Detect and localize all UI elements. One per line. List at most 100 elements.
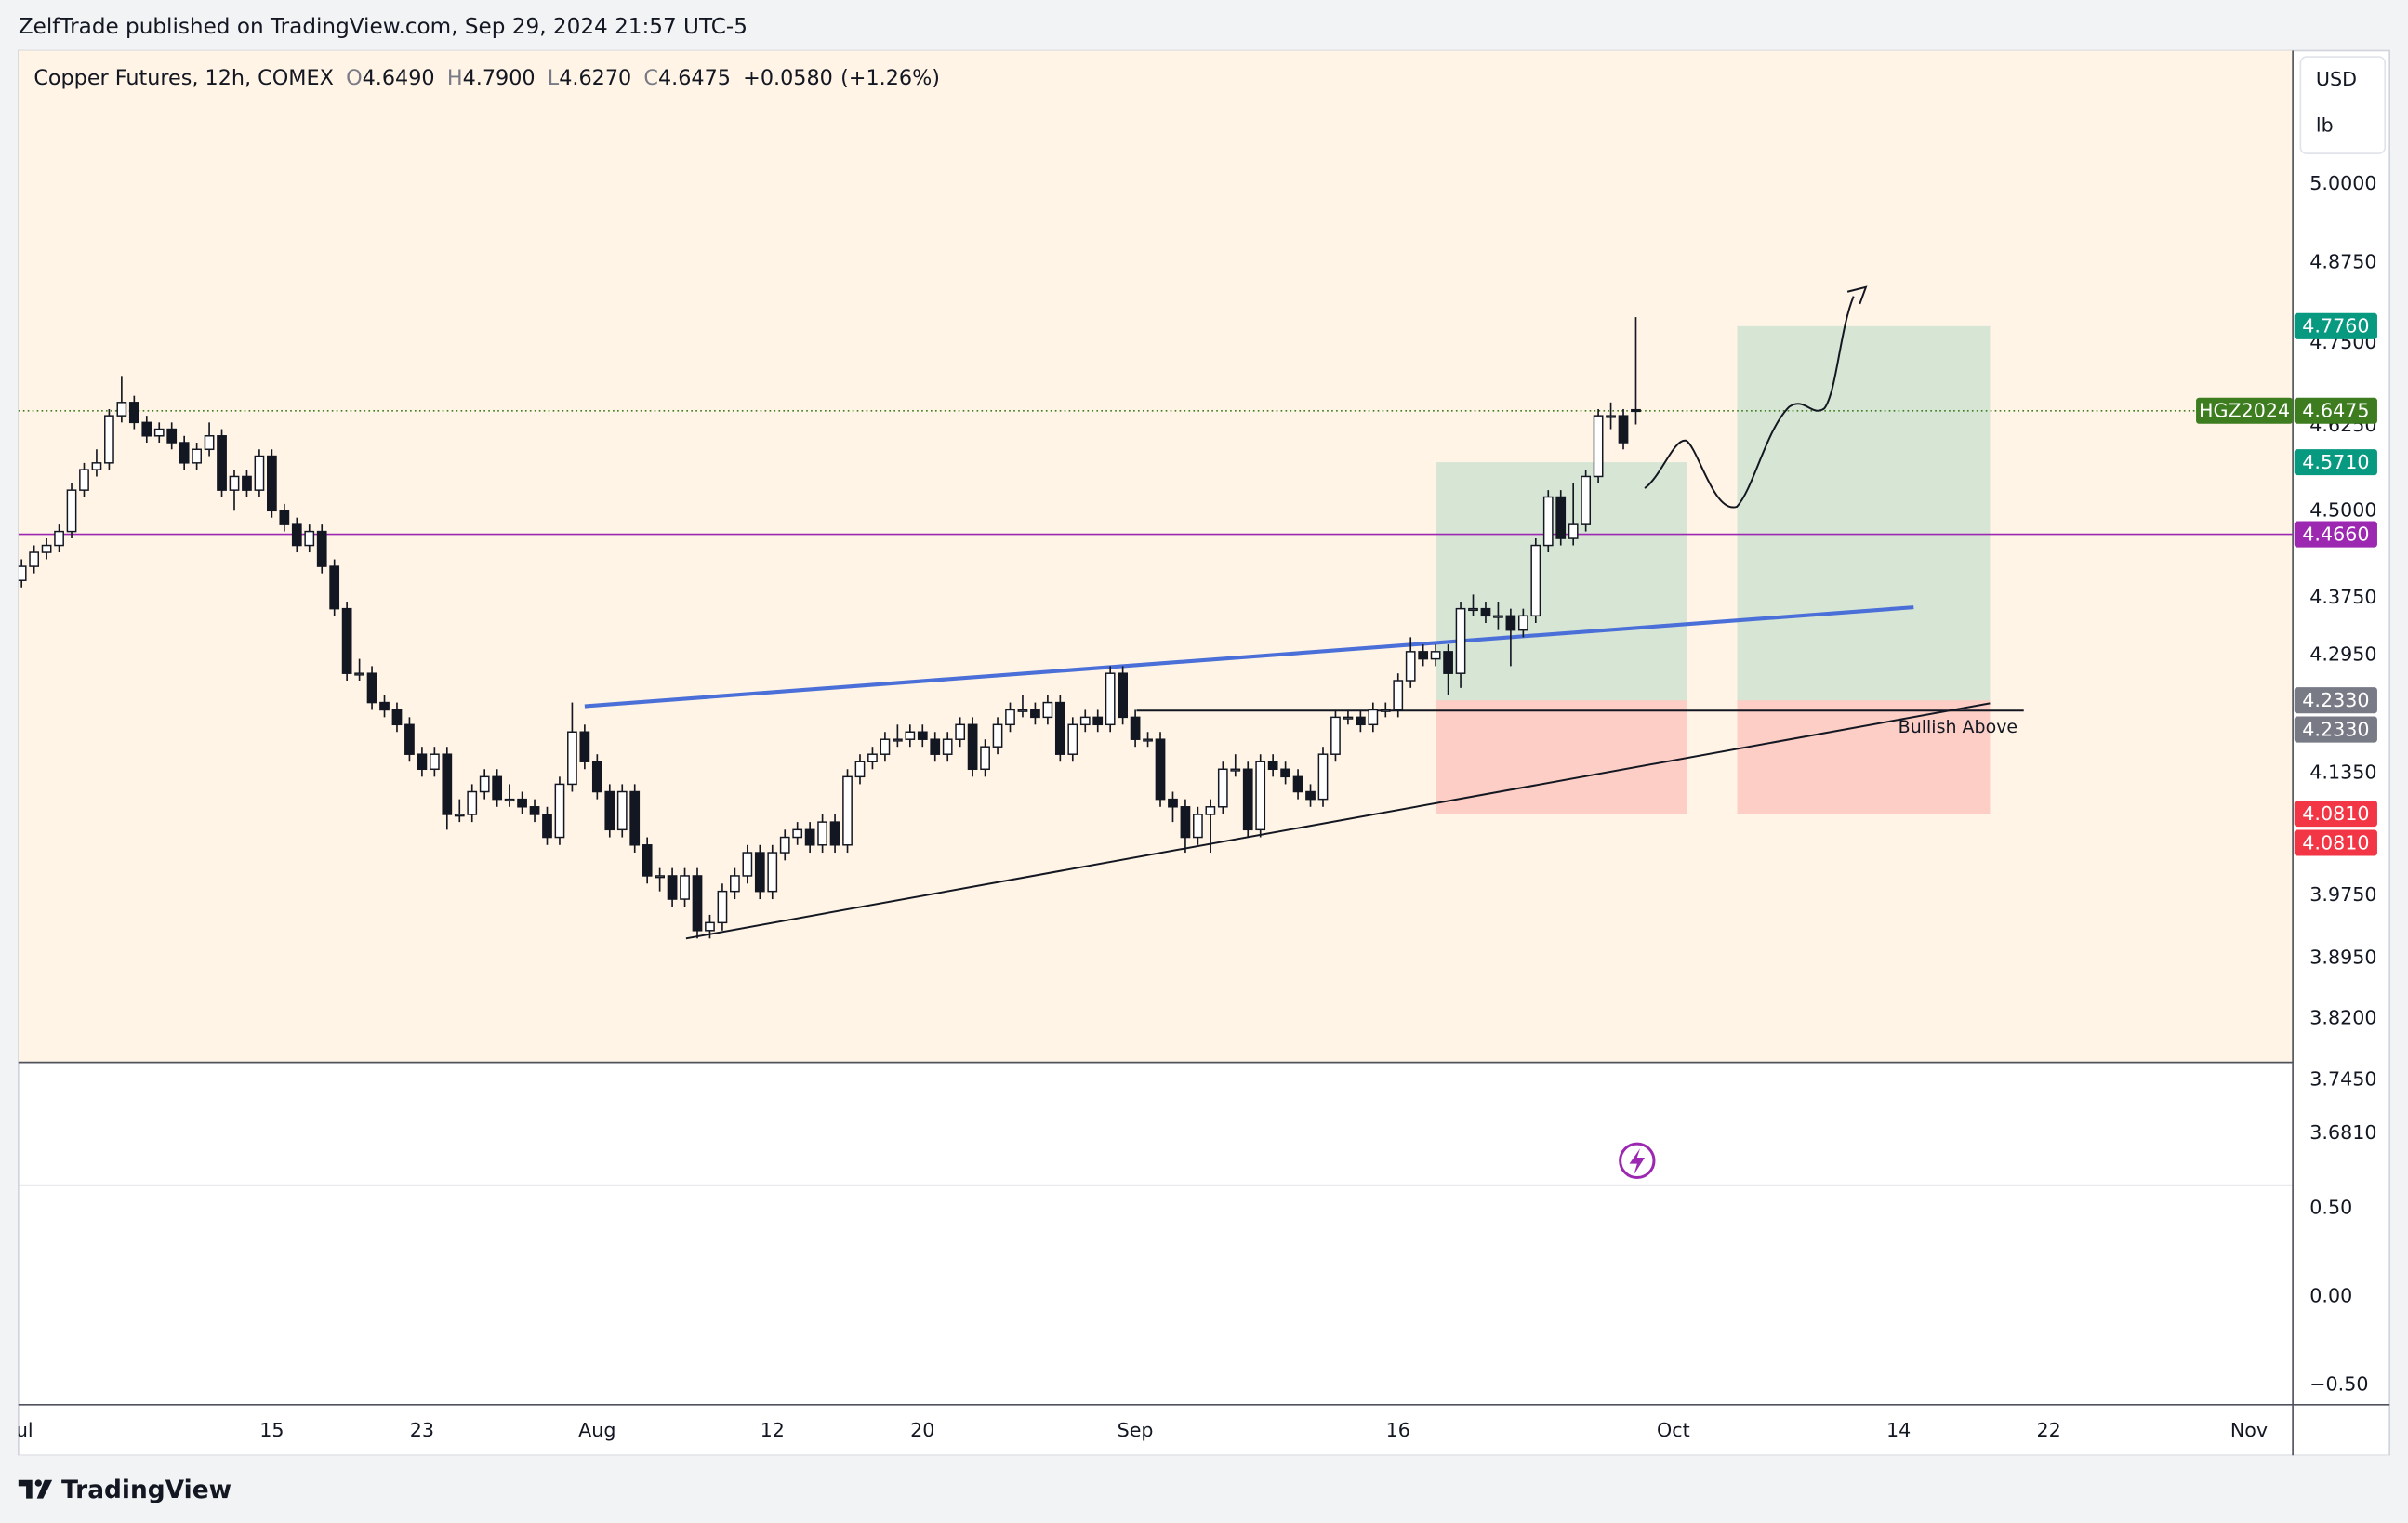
candle-body [1593, 415, 1604, 478]
candle-body [66, 489, 77, 533]
candle-body [616, 790, 628, 831]
candle-body [192, 448, 202, 464]
y-tick-label: 5.0000 [2309, 172, 2376, 194]
candle-body [1017, 709, 1028, 712]
currency-box[interactable] [2299, 56, 2387, 154]
candle-body [1430, 651, 1441, 660]
price-badge [2294, 521, 2377, 548]
price-badge [2294, 716, 2377, 743]
price-badge-label: 4.2330 [2302, 718, 2369, 740]
candle-body [354, 672, 364, 676]
candle-body [955, 723, 966, 740]
price-badge-label: 4.4660 [2302, 523, 2369, 545]
candle-body [1054, 701, 1065, 755]
candle-body [655, 875, 665, 879]
candle-body [1493, 615, 1503, 618]
y-tick-label: 3.8200 [2309, 1006, 2376, 1028]
candle-body [804, 828, 815, 846]
y-tick-label: 4.2950 [2309, 643, 2376, 666]
publisher-line: ZelfTrade published on TradingView.com, … [19, 15, 748, 39]
candle-body [1555, 496, 1567, 539]
candle-body [717, 890, 728, 924]
candle-body [992, 723, 1003, 748]
candle-body [379, 701, 390, 711]
price-badge-label: 4.2330 [2302, 689, 2369, 711]
currency[interactable]: USD [2316, 68, 2357, 90]
candle-body [1468, 607, 1478, 612]
candle-body [767, 852, 778, 893]
trendline-label: Bullish Above [1899, 717, 2018, 737]
footer-bar [0, 1455, 2408, 1523]
candle-body [29, 551, 40, 567]
alert-icon[interactable] [1619, 1142, 1656, 1179]
candle-body [1155, 738, 1166, 801]
candle-body [1568, 523, 1579, 539]
candle-body [254, 455, 265, 491]
price-badge-label: 4.6475 [2302, 400, 2369, 422]
x-tick-label: Sep [1118, 1419, 1154, 1441]
candle-body [1530, 544, 1541, 617]
candle-body [1105, 672, 1116, 726]
x-tick-label: Oct [1657, 1419, 1690, 1441]
candle-body [366, 672, 377, 704]
candle-body [1292, 775, 1303, 793]
y-tick-label: 0.00 [2309, 1284, 2352, 1306]
x-tick-label: 23 [410, 1419, 434, 1441]
candle-body [116, 402, 127, 417]
candle-body [1405, 651, 1416, 682]
price-badge [2294, 397, 2377, 424]
price-badge [2294, 312, 2377, 339]
candle-body [492, 775, 503, 801]
candle-body [304, 530, 315, 547]
ohlc-key: C [643, 66, 658, 90]
candle-body [1030, 709, 1040, 719]
candle-body [18, 565, 27, 581]
candle-body [1193, 814, 1203, 839]
alert-bolt[interactable] [1629, 1148, 1646, 1175]
candle-body [880, 738, 891, 755]
candle-body [692, 875, 703, 932]
candle-body [1480, 607, 1491, 617]
candle-body [229, 475, 240, 491]
ohlc-key: L [548, 66, 560, 90]
x-tick-label: 12 [761, 1419, 785, 1441]
profit-zone [1737, 325, 1991, 701]
candle-body [980, 746, 990, 771]
x-tick-label: Aug [578, 1419, 615, 1441]
loss-zone [1737, 700, 1991, 814]
trendline [584, 605, 1914, 709]
symbol-badge-label: HGZ2024 [2199, 400, 2290, 422]
trendline [685, 702, 1991, 940]
ohlc-value: 4.6270 [559, 66, 631, 90]
candle-body [1242, 768, 1253, 831]
candle-body [591, 761, 602, 793]
symbol-badge [2196, 397, 2294, 424]
candle-body [454, 814, 465, 817]
brand-logo [18, 1479, 53, 1499]
candle-body [1180, 806, 1191, 839]
x-tick-label: 22 [2037, 1419, 2061, 1441]
candle-body [1042, 701, 1053, 719]
candle-body [742, 852, 753, 877]
candle-body [1280, 768, 1290, 778]
candle-body [1255, 761, 1266, 831]
candle-body [667, 875, 678, 900]
candle-body [1517, 615, 1528, 631]
logo-part [34, 1479, 42, 1487]
candle-body [517, 798, 527, 808]
ohlc-value: 4.6475 [658, 66, 731, 90]
ohlc-key: O [346, 66, 363, 90]
candle-body [680, 875, 690, 900]
unit[interactable]: lb [2316, 113, 2334, 136]
candle-body [504, 798, 515, 802]
candle-body [905, 731, 916, 740]
candle-body [730, 875, 740, 893]
forecast-arrowhead [1846, 285, 1868, 305]
candle-body [1356, 716, 1366, 726]
candle-body [1267, 761, 1278, 771]
change: +0.0580 [743, 66, 833, 90]
candle-body [542, 814, 552, 839]
candle-body [1393, 680, 1404, 711]
chart-title: Copper Futures, 12h, COMEX [33, 66, 334, 90]
